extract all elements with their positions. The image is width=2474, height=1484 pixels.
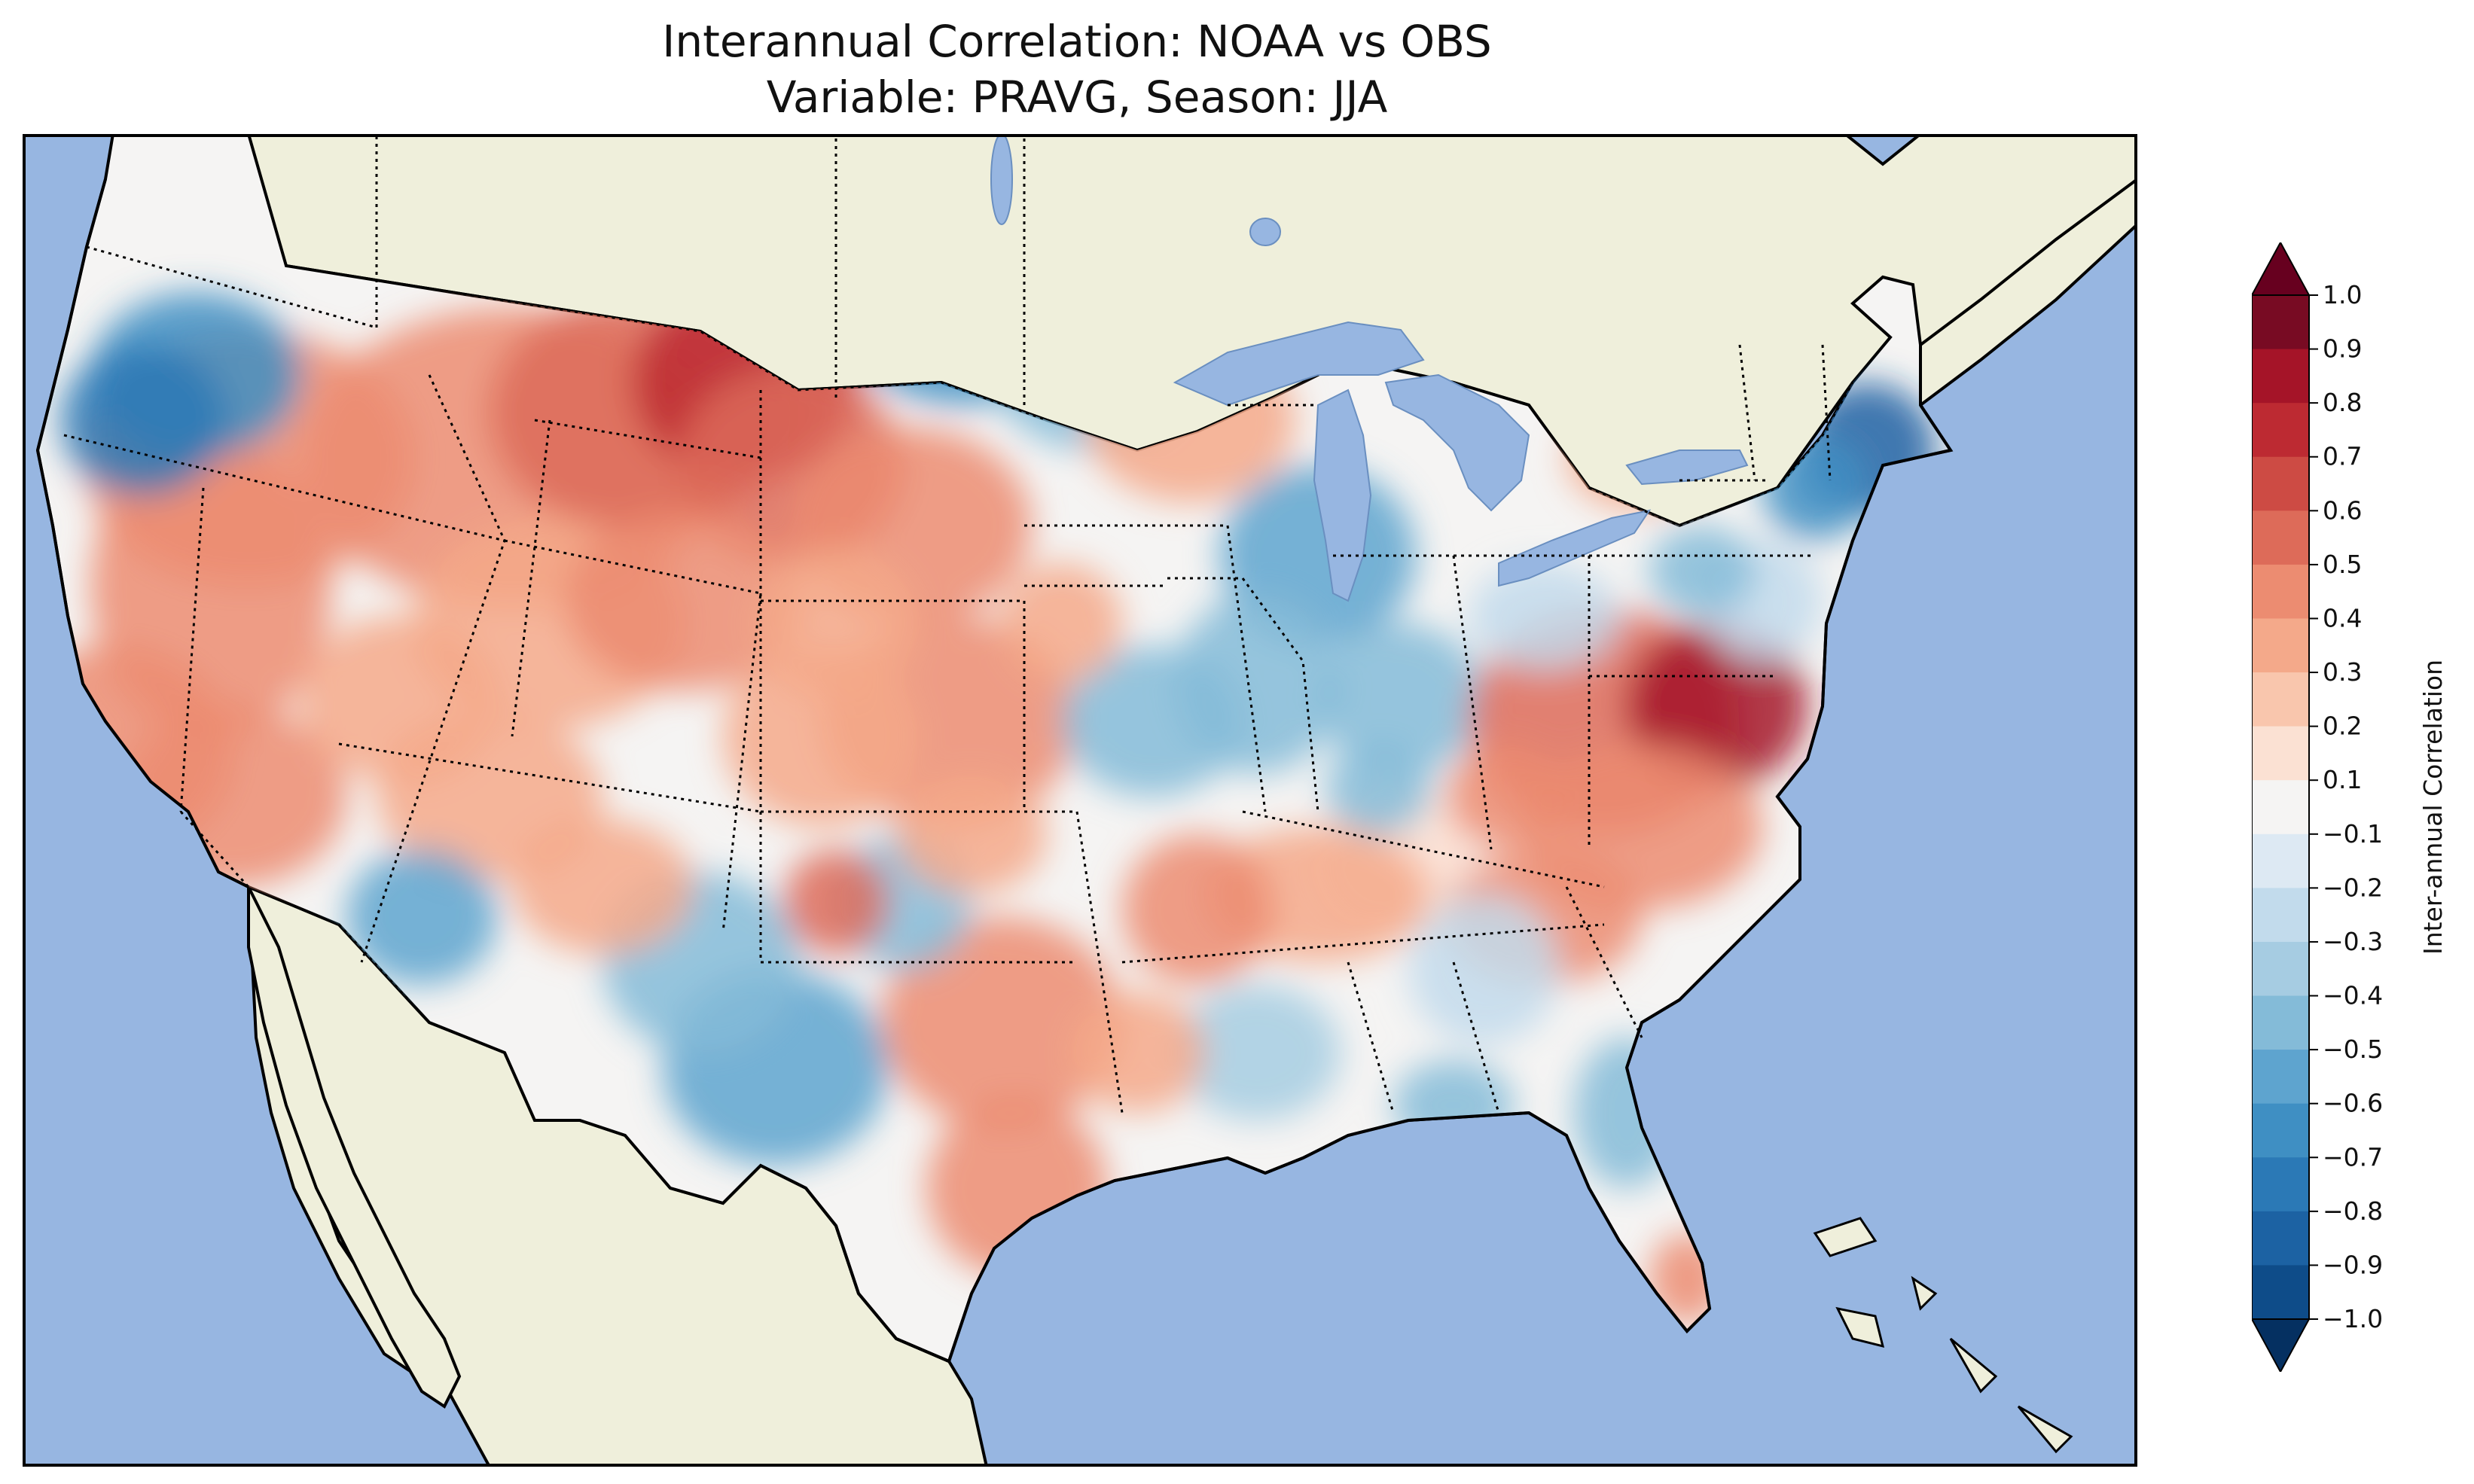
great-lakes xyxy=(990,134,1749,602)
colorbar-level xyxy=(2252,780,2309,835)
correlation-patch xyxy=(896,774,1047,894)
colorbar-tick-label: −0.6 xyxy=(2323,1089,2383,1118)
correlation-patch xyxy=(783,849,889,955)
colorbar-level xyxy=(2252,1157,2309,1212)
colorbar-tick-label: −0.3 xyxy=(2323,927,2383,956)
colorbar-tick-label: 0.8 xyxy=(2323,388,2362,417)
correlation-patch xyxy=(881,917,1122,1128)
colorbar-tick-label: 0.4 xyxy=(2323,603,2362,632)
colorbar-tick-label: 0.2 xyxy=(2323,712,2362,741)
colorbar-axis-label: Inter-annual Correlation xyxy=(2418,660,2448,955)
correlation-patch xyxy=(1325,744,1431,834)
colorbar-tick-label: −0.1 xyxy=(2323,819,2383,849)
correlation-patch xyxy=(512,819,693,955)
correlation-patch xyxy=(1318,623,1484,774)
colorbar-extend-max xyxy=(2252,242,2311,296)
baja-peninsula xyxy=(247,886,462,1409)
us-coastline xyxy=(35,178,2137,1364)
colorbar-level xyxy=(2252,456,2309,511)
correlation-patch xyxy=(1062,646,1243,797)
colorbar-tick-label: 0.1 xyxy=(2323,765,2362,794)
colorbar-level xyxy=(2252,726,2309,781)
colorbar-tick-label: −0.9 xyxy=(2323,1250,2383,1279)
lake-michigan xyxy=(1313,389,1372,602)
colorbar-level xyxy=(2252,403,2309,458)
correlation-patch xyxy=(1122,834,1273,985)
colorbar-level xyxy=(2252,349,2309,404)
lake-winnipeg xyxy=(990,134,1013,225)
correlation-patch xyxy=(346,849,497,985)
colorbar-level xyxy=(2252,1050,2309,1105)
colorbar-level xyxy=(2252,672,2309,727)
state-boundaries xyxy=(63,134,1832,1114)
colorbar-level xyxy=(2252,564,2309,619)
colorbar-tick-label: −0.7 xyxy=(2323,1142,2383,1172)
colorbar: 1.0 0.9 0.8 0.7 0.6 0.5 0.4 0.3 0.2 0.1 −0.1 −0.2 −0… xyxy=(2252,242,2448,1372)
colorbar-tick-label: −0.2 xyxy=(2323,873,2383,902)
colorbar-extend-min xyxy=(2252,1318,2311,1372)
colorbar-level xyxy=(2252,510,2309,565)
colorbar-tick-label: −1.0 xyxy=(2323,1304,2383,1333)
lake-huron xyxy=(1384,373,1530,512)
colorbar-tick-label: 0.5 xyxy=(2323,550,2362,579)
colorbar-tick-label: 0.3 xyxy=(2323,657,2362,687)
chart-subtitle: Variable: PRAVG, Season: JJA xyxy=(766,72,1388,123)
correlation-patch xyxy=(1408,894,1559,1045)
colorbar-tick-label: −0.4 xyxy=(2323,981,2383,1010)
correlation-patch xyxy=(565,510,806,691)
chart-title: Interannual Correlation: NOAA vs OBS xyxy=(662,16,1492,67)
colorbar-outline xyxy=(2252,294,2310,1320)
colorbar-level xyxy=(2252,295,2309,350)
colorbar-level xyxy=(2252,618,2309,673)
colorbar-level xyxy=(2252,1265,2309,1320)
colorbar-tick-label: −0.8 xyxy=(2323,1196,2383,1226)
colorbar-level xyxy=(2252,1103,2309,1158)
map-frame xyxy=(23,134,2137,1467)
colorbar-level xyxy=(2252,941,2309,997)
colorbar-tick-label: −0.5 xyxy=(2323,1035,2383,1064)
caribbean-islands xyxy=(1813,1217,2073,1454)
colorbar-level xyxy=(2252,995,2309,1050)
lake-of-the-woods xyxy=(1249,218,1281,246)
colorbar-level xyxy=(2252,888,2309,943)
colorbar-tick-label: 0.7 xyxy=(2323,442,2362,471)
correlation-patch xyxy=(60,345,226,495)
colorbar-tick-label: 0.6 xyxy=(2323,495,2362,525)
correlation-patch xyxy=(1649,526,1755,616)
correlation-map xyxy=(23,134,2137,1467)
correlation-patch xyxy=(1175,985,1341,1120)
correlation-patch xyxy=(753,548,919,699)
lake-erie xyxy=(1498,509,1652,587)
correlation-patch xyxy=(1469,563,1619,669)
national-border xyxy=(247,134,1854,1121)
lake-ontario xyxy=(1625,449,1749,486)
correlation-patch xyxy=(1069,992,1205,1113)
colorbar-level xyxy=(2252,833,2309,888)
correlation-patch xyxy=(1002,563,1122,684)
colorbar-tick-label: 1.0 xyxy=(2323,280,2362,309)
lake-superior xyxy=(1173,321,1425,407)
colorbar-level xyxy=(2252,1211,2309,1266)
correlation-patch xyxy=(1446,744,1566,849)
colorbar-tick-label: 0.9 xyxy=(2323,334,2362,364)
